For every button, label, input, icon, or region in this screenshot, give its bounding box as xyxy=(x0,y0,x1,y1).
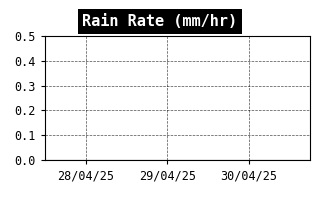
Text: Rain Rate (mm/hr): Rain Rate (mm/hr) xyxy=(83,14,237,29)
